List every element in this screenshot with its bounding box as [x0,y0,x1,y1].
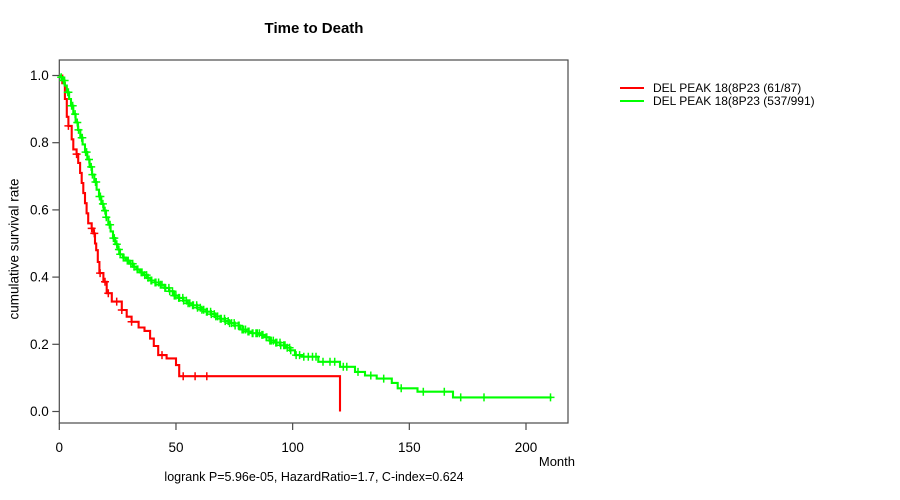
x-tick-label: 0 [56,440,64,455]
x-axis-label: Month [538,454,575,469]
legend-line-green [620,100,644,103]
y-tick-label: 0.4 [30,270,49,285]
legend-label-group2: DEL PEAK 18(8P23 (537/991) [653,94,815,109]
x-tick-label: 200 [515,440,538,455]
censor-marks-red [64,121,211,381]
y-tick-label: 0.8 [30,135,49,150]
y-tick-label: 0.2 [30,337,49,352]
x-tick-label: 50 [168,440,183,455]
y-tick-label: 1.0 [30,68,49,83]
legend-row-group1: DEL PEAK 18(8P23 (61/87) [620,81,815,95]
chart-title: Time to Death [264,20,364,37]
plot-box [58,59,569,424]
x-tick-label: 100 [281,440,304,455]
legend: DEL PEAK 18(8P23 (61/87) DEL PEAK 18(8P2… [620,81,815,108]
survival-curve-red [59,74,342,412]
legend-label-group1: DEL PEAK 18(8P23 (61/87) [653,80,802,95]
x-tick-label: 150 [398,440,421,455]
legend-line-red [620,86,644,89]
y-tick-label: 0.6 [30,202,49,217]
stats-footnote: logrank P=5.96e-05, HazardRatio=1.7, C-i… [164,470,464,484]
survival-curve-green [59,74,552,399]
censor-marks-green [57,73,555,402]
legend-row-group2: DEL PEAK 18(8P23 (537/991) [620,94,815,109]
y-axis-label: cumulative survival rate [6,178,22,320]
y-tick-label: 0.0 [30,404,49,419]
